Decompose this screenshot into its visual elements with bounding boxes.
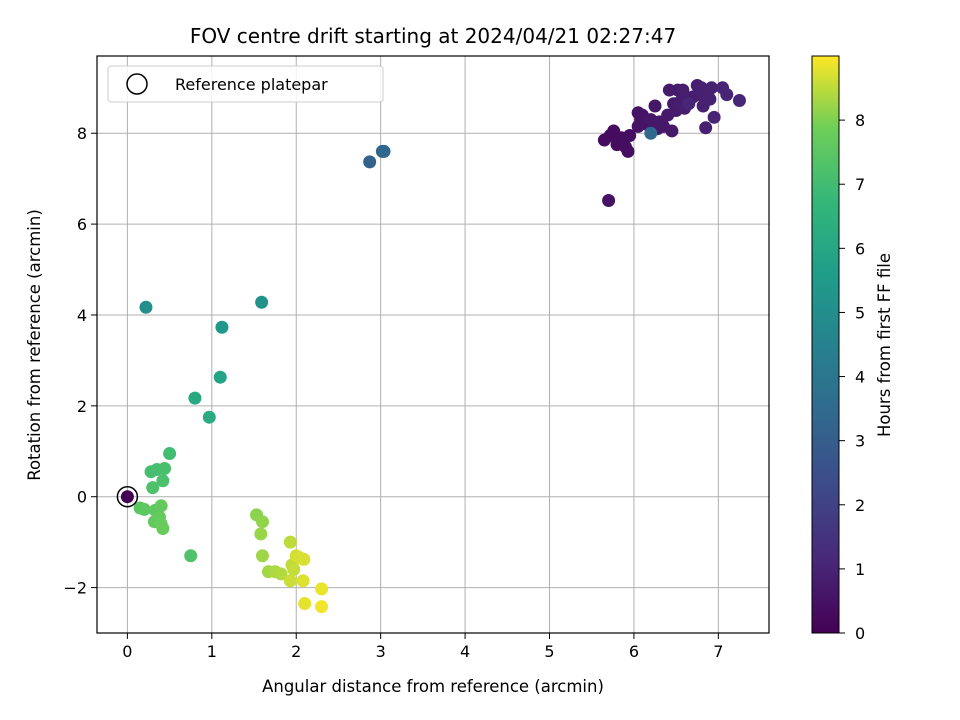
- x-tick-label: 6: [629, 642, 639, 661]
- legend-marker-open-circle: [126, 73, 148, 95]
- scatter-point: [120, 490, 134, 504]
- scatter-point: [156, 474, 170, 488]
- scatter-point: [363, 155, 377, 169]
- x-tick-label: 7: [713, 642, 723, 661]
- colorbar-tick-label: 2: [855, 496, 865, 515]
- scatter-point: [255, 549, 269, 563]
- scatter-point: [154, 499, 168, 513]
- plot-frame: [96, 55, 770, 634]
- scatter-point: [648, 99, 662, 113]
- colorbar: 0 1 2 3 4 5 6 7 8 Hours from first FF file: [811, 55, 894, 643]
- scatter-point: [720, 88, 734, 102]
- scatter-point: [665, 124, 679, 138]
- reference-marker: [116, 485, 139, 508]
- y-axis: −2 0 2 4 6 8: [63, 124, 97, 598]
- scatter-point: [377, 144, 391, 158]
- x-axis-label: Angular distance from reference (arcmin): [262, 677, 604, 696]
- scatter-point: [644, 126, 658, 140]
- grid: [97, 56, 769, 633]
- scatter-point: [602, 193, 616, 207]
- y-tick-label: 2: [77, 397, 87, 416]
- scatter-point: [139, 300, 153, 314]
- colorbar-gradient: [811, 55, 840, 634]
- reference-circle: [116, 485, 139, 508]
- legend-entry-reference-platepar: Reference platepar: [175, 75, 328, 94]
- scatter-point: [297, 552, 311, 566]
- colorbar-ticks: 0 1 2 3 4 5 6 7 8: [839, 111, 865, 643]
- x-tick-label: 0: [122, 642, 132, 661]
- scatter-point: [699, 121, 713, 135]
- scatter-point: [254, 527, 268, 541]
- data-points: [120, 79, 746, 614]
- x-tick-label: 2: [291, 642, 301, 661]
- scatter-point: [621, 144, 635, 158]
- scatter-point: [274, 567, 288, 581]
- scatter-point: [215, 320, 229, 334]
- scatter-point: [184, 549, 198, 563]
- x-tick-label: 5: [544, 642, 554, 661]
- scatter-point: [163, 447, 177, 461]
- x-tick-label: 4: [460, 642, 470, 661]
- colorbar-tick-label: 5: [855, 303, 865, 322]
- scatter-point: [298, 596, 312, 610]
- colorbar-tick-label: 3: [855, 432, 865, 451]
- y-tick-label: −2: [63, 579, 87, 598]
- legend: Reference platepar: [107, 65, 384, 103]
- scatter-point: [255, 295, 269, 309]
- scatter-point: [705, 81, 719, 95]
- scatter-point: [156, 522, 170, 536]
- scatter-point: [682, 97, 696, 111]
- colorbar-tick-label: 6: [855, 239, 865, 258]
- scatter-point: [623, 129, 637, 143]
- scatter-point: [213, 370, 227, 384]
- scatter-point: [703, 92, 717, 106]
- scatter-point: [158, 462, 172, 476]
- y-axis-label: Rotation from reference (arcmin): [25, 209, 44, 481]
- y-tick-label: 8: [77, 124, 87, 143]
- scatter-point: [296, 574, 310, 588]
- scatter-point: [732, 94, 746, 108]
- scatter-point: [137, 502, 151, 516]
- colorbar-tick-label: 4: [855, 368, 865, 387]
- scatter-point: [255, 515, 269, 529]
- scatter-point: [188, 391, 202, 405]
- y-tick-label: 4: [77, 306, 87, 325]
- scatter-point: [283, 574, 297, 588]
- colorbar-tick-label: 7: [855, 175, 865, 194]
- y-tick-label: 6: [77, 215, 87, 234]
- x-tick-label: 3: [376, 642, 386, 661]
- scatter-point: [287, 562, 301, 576]
- scatter-point: [315, 582, 329, 596]
- x-axis: 0 1 2 3 4 5 6 7: [122, 633, 723, 661]
- x-tick-label: 1: [207, 642, 217, 661]
- legend-box: [107, 65, 384, 103]
- colorbar-tick-label: 0: [855, 624, 865, 643]
- scatter-point: [283, 535, 297, 549]
- scatter-point: [707, 110, 721, 124]
- scatter-point: [202, 410, 216, 424]
- colorbar-label: Hours from first FF file: [875, 253, 894, 437]
- y-tick-label: 0: [77, 488, 87, 507]
- colorbar-tick-label: 8: [855, 111, 865, 130]
- chart-title: FOV centre drift starting at 2024/04/21 …: [190, 24, 676, 48]
- colorbar-tick-label: 1: [855, 560, 865, 579]
- scatter-point: [146, 481, 160, 495]
- scatter-point: [315, 600, 329, 614]
